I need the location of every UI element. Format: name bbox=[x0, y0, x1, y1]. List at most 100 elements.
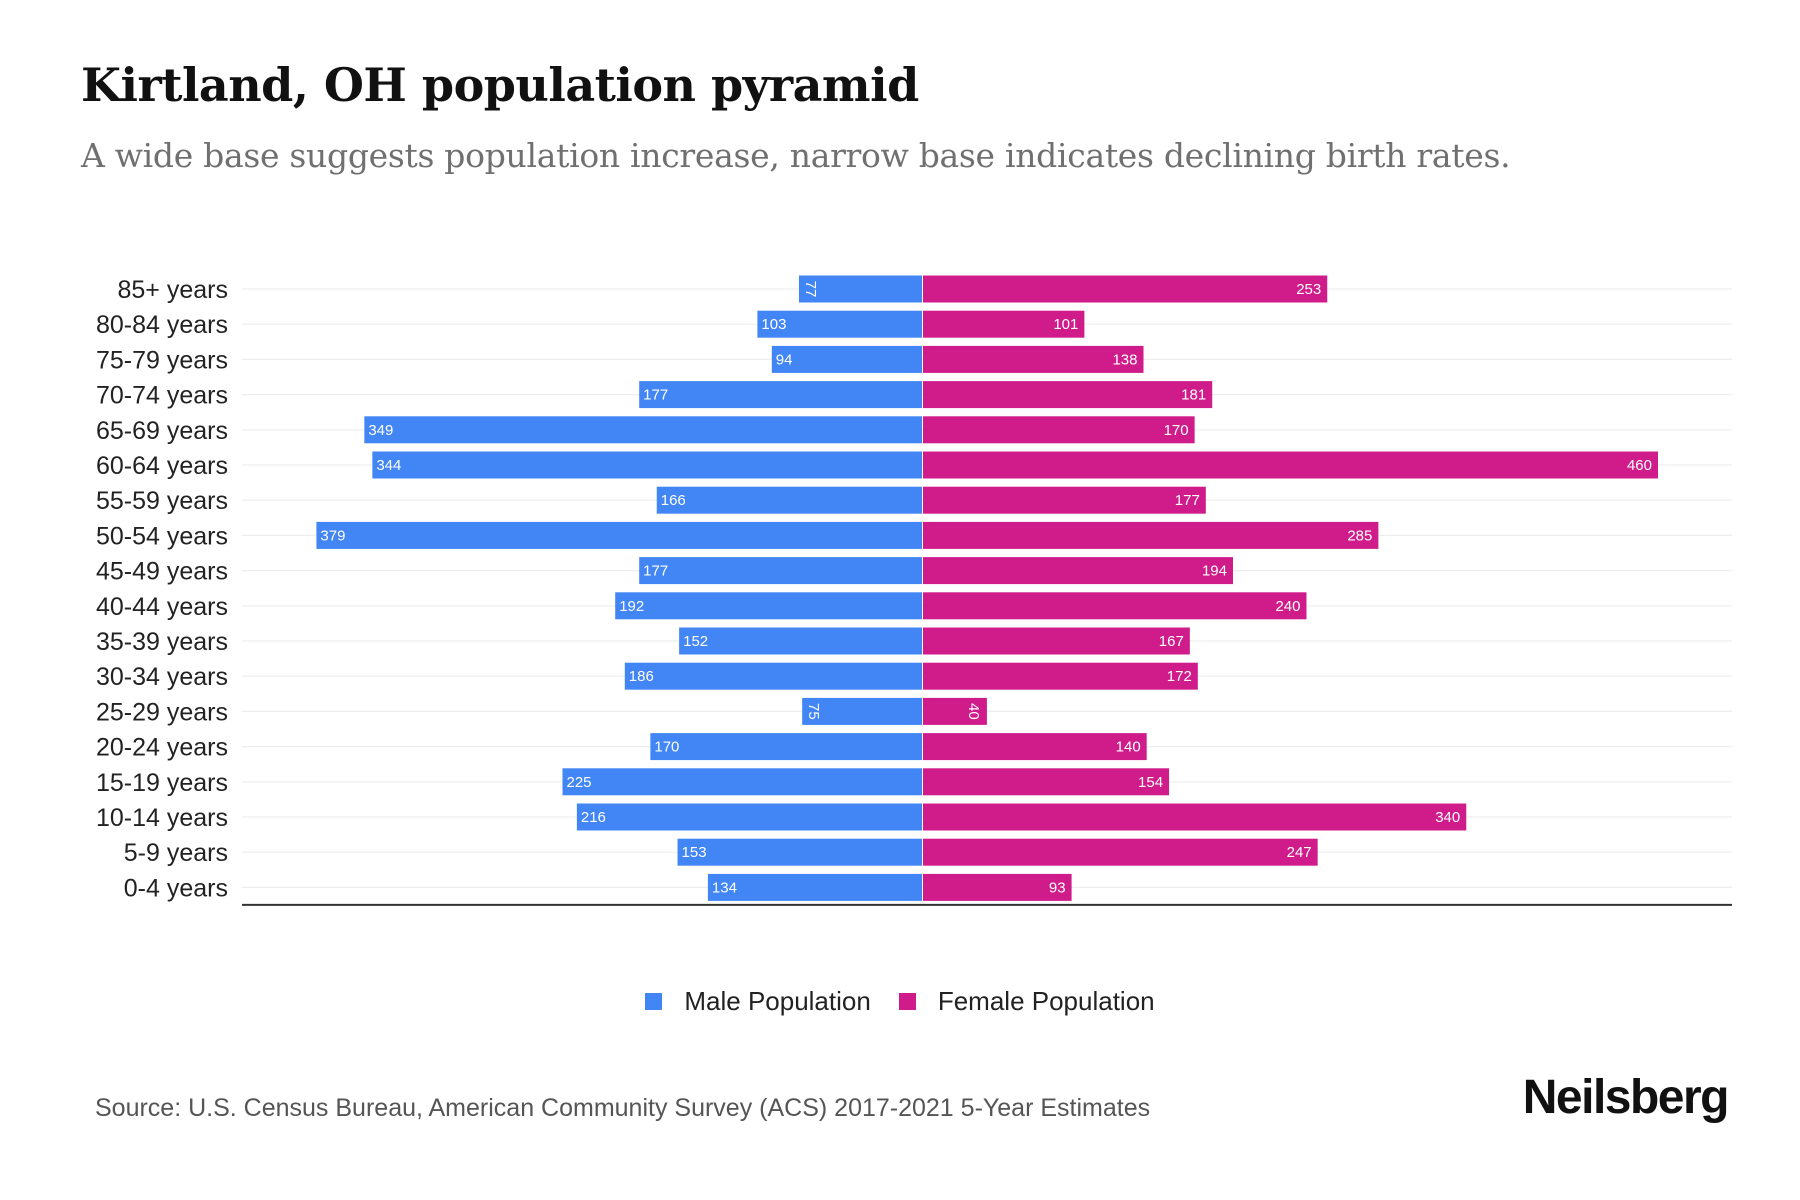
category-label: 55-59 years bbox=[96, 487, 228, 515]
bar-male[interactable] bbox=[707, 873, 922, 901]
chart-title: Kirtland, OH population pyramid bbox=[81, 58, 919, 112]
bar-male[interactable] bbox=[650, 733, 922, 761]
bar-female[interactable] bbox=[923, 873, 1072, 901]
bar-male[interactable] bbox=[757, 310, 922, 338]
bar-male[interactable] bbox=[639, 381, 922, 409]
bar-female[interactable] bbox=[923, 803, 1467, 831]
bar-male[interactable] bbox=[802, 697, 922, 725]
bar-female[interactable] bbox=[923, 557, 1233, 585]
data-label-male: 103 bbox=[761, 316, 786, 333]
bar-male[interactable] bbox=[316, 521, 922, 549]
data-label-male: 225 bbox=[566, 774, 591, 791]
bar-female[interactable] bbox=[923, 416, 1195, 444]
data-label-female: 340 bbox=[1435, 809, 1460, 826]
category-label: 65-69 years bbox=[96, 417, 228, 445]
data-label-female: 93 bbox=[1049, 879, 1066, 896]
category-label: 85+ years bbox=[118, 276, 229, 304]
bar-female[interactable] bbox=[923, 451, 1658, 479]
bar-male[interactable] bbox=[576, 803, 922, 831]
data-label-male: 344 bbox=[376, 457, 401, 474]
data-label-male: 216 bbox=[581, 809, 606, 826]
legend-item-female[interactable]: Female Population bbox=[898, 986, 1155, 1017]
data-label-male: 177 bbox=[643, 563, 668, 580]
data-label-female: 177 bbox=[1175, 492, 1200, 509]
bar-male[interactable] bbox=[624, 662, 922, 690]
bar-male[interactable] bbox=[372, 451, 922, 479]
category-label: 75-79 years bbox=[96, 346, 228, 374]
bar-male[interactable] bbox=[677, 838, 922, 866]
category-label: 0-4 years bbox=[124, 874, 228, 902]
chart-subtitle: A wide base suggests population increase… bbox=[81, 136, 1511, 175]
legend-label-male: Male Population bbox=[684, 986, 871, 1016]
data-label-female: 172 bbox=[1167, 668, 1192, 685]
bar-female[interactable] bbox=[923, 310, 1085, 338]
data-label-female: 154 bbox=[1138, 774, 1163, 791]
data-label-female: 181 bbox=[1181, 387, 1206, 404]
category-label: 35-39 years bbox=[96, 628, 228, 656]
bar-female[interactable] bbox=[923, 838, 1318, 866]
category-label: 45-49 years bbox=[96, 558, 228, 586]
data-label-male: 349 bbox=[368, 422, 393, 439]
bar-female[interactable] bbox=[923, 627, 1190, 655]
legend-swatch-female bbox=[898, 993, 916, 1010]
data-label-female: 170 bbox=[1164, 422, 1189, 439]
category-label: 30-34 years bbox=[96, 663, 228, 691]
legend-label-female: Female Population bbox=[937, 986, 1155, 1016]
bar-female[interactable] bbox=[923, 345, 1144, 373]
data-label-female: 194 bbox=[1202, 563, 1227, 580]
bar-female[interactable] bbox=[923, 592, 1307, 620]
bar-male[interactable] bbox=[679, 627, 922, 655]
data-label-male: 186 bbox=[629, 668, 654, 685]
data-label-female: 138 bbox=[1112, 351, 1137, 368]
bar-female[interactable] bbox=[923, 275, 1328, 303]
data-label-male: 134 bbox=[712, 879, 737, 896]
data-label-female: 240 bbox=[1275, 598, 1300, 615]
data-label-female: 460 bbox=[1627, 457, 1652, 474]
bar-male[interactable] bbox=[639, 557, 922, 585]
category-labels: 85+ years 80-84 years 75-79 years 70-74 yea… bbox=[96, 276, 228, 902]
category-label: 10-14 years bbox=[96, 804, 228, 832]
bar-female[interactable] bbox=[923, 381, 1213, 409]
data-label-male: 177 bbox=[643, 387, 668, 404]
data-label-male: 75 bbox=[805, 703, 822, 720]
data-label-female: 285 bbox=[1347, 527, 1372, 544]
category-label: 70-74 years bbox=[96, 382, 228, 410]
legend: Male Population Female Population bbox=[0, 986, 1800, 1017]
bar-male[interactable] bbox=[615, 592, 922, 620]
data-label-female: 247 bbox=[1287, 844, 1312, 861]
data-label-male: 94 bbox=[776, 351, 793, 368]
bar-male[interactable] bbox=[798, 275, 922, 303]
category-label: 5-9 years bbox=[124, 839, 228, 867]
data-label-female: 253 bbox=[1296, 281, 1321, 298]
category-label: 60-64 years bbox=[96, 452, 228, 480]
bar-female[interactable] bbox=[923, 733, 1147, 761]
category-label: 15-19 years bbox=[96, 769, 228, 797]
gridlines bbox=[242, 288, 1732, 889]
data-label-male: 153 bbox=[682, 844, 707, 861]
bar-female[interactable] bbox=[923, 662, 1198, 690]
bar-male[interactable] bbox=[656, 486, 922, 514]
bar-female[interactable] bbox=[923, 521, 1379, 549]
data-label-male: 192 bbox=[619, 598, 644, 615]
data-label-female: 140 bbox=[1116, 739, 1141, 756]
data-label-male: 77 bbox=[802, 281, 819, 298]
category-label: 50-54 years bbox=[96, 522, 228, 550]
data-label-female: 167 bbox=[1159, 633, 1184, 650]
category-label: 80-84 years bbox=[96, 311, 228, 339]
bars: 77 253 103 101 94 138 177 181 349 170 344 460 166 177… bbox=[316, 275, 1658, 901]
brand-logo: Neilsberg bbox=[1522, 1071, 1730, 1124]
data-label-male: 379 bbox=[320, 527, 345, 544]
legend-swatch-male bbox=[645, 993, 663, 1010]
category-label: 40-44 years bbox=[96, 593, 228, 621]
bar-female[interactable] bbox=[923, 486, 1206, 514]
data-label-male: 170 bbox=[654, 739, 679, 756]
data-label-male: 152 bbox=[683, 633, 708, 650]
bar-male[interactable] bbox=[562, 768, 922, 796]
legend-item-male[interactable]: Male Population bbox=[645, 986, 871, 1017]
bar-female[interactable] bbox=[923, 697, 987, 725]
bar-female[interactable] bbox=[923, 768, 1170, 796]
bar-male[interactable] bbox=[364, 416, 922, 444]
bar-male[interactable] bbox=[771, 345, 922, 373]
data-label-female: 101 bbox=[1053, 316, 1078, 333]
